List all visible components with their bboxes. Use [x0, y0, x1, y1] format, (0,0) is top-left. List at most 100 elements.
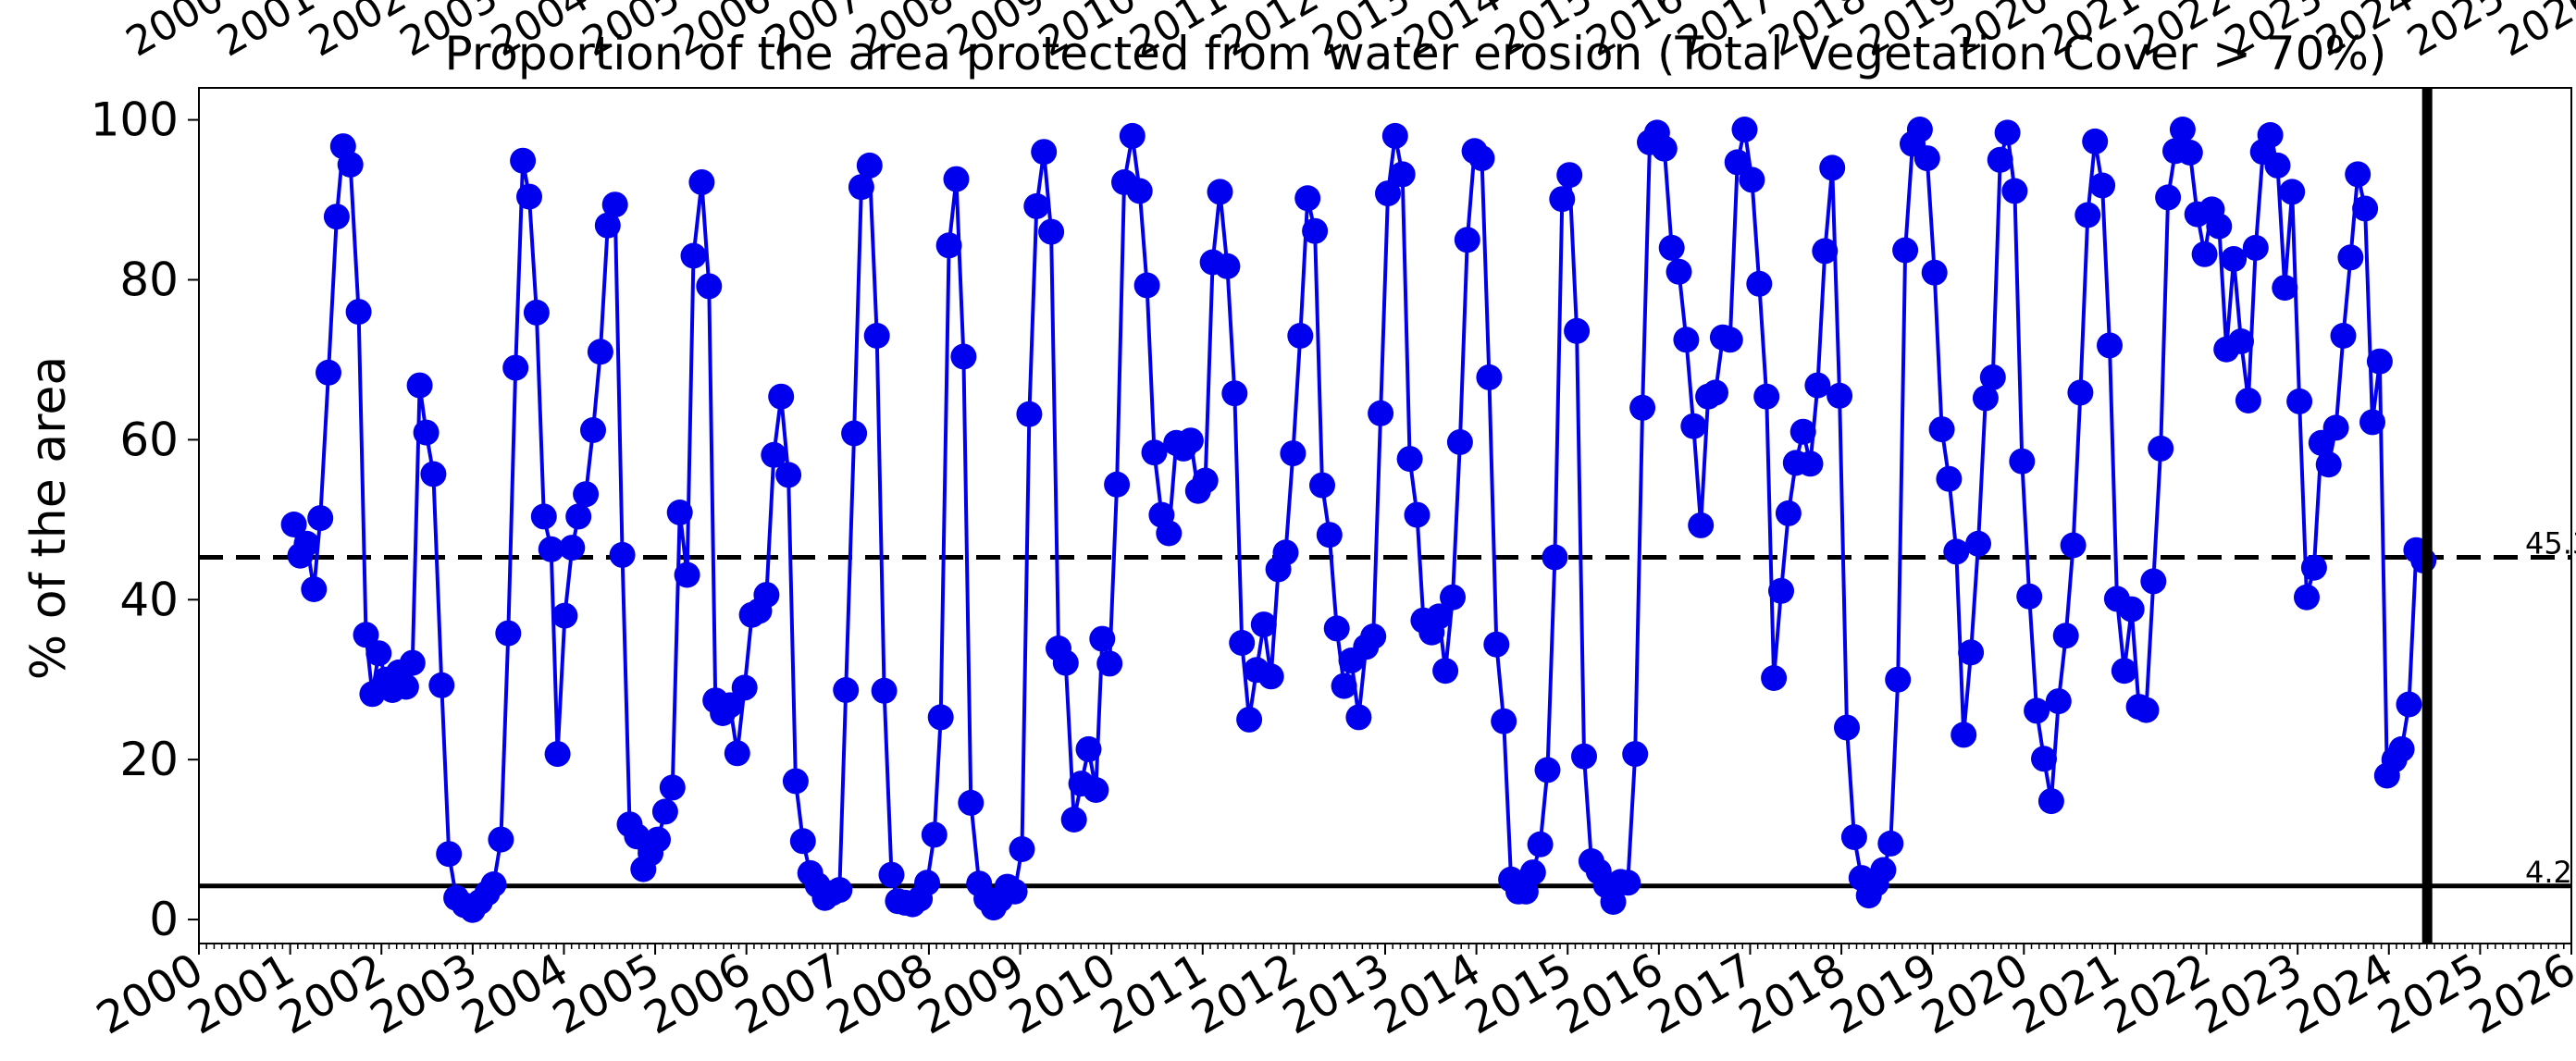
data-point [2097, 332, 2123, 359]
data-point [551, 602, 578, 629]
data-point [1302, 217, 1329, 244]
data-point [1440, 584, 1466, 611]
data-point [1819, 154, 1846, 181]
data-point [2257, 122, 2284, 148]
data-point [1885, 666, 1912, 693]
data-point [724, 740, 750, 767]
data-point [1564, 317, 1591, 344]
data-point [1060, 807, 1087, 833]
data-point [1031, 139, 1058, 166]
data-point [601, 191, 628, 218]
data-point [1331, 672, 1357, 699]
data-point [1716, 327, 1743, 353]
data-point [2228, 328, 2254, 354]
data-point [1651, 135, 1678, 162]
data-point [2045, 688, 2072, 715]
data-point [1994, 119, 2021, 146]
data-point [753, 582, 780, 609]
data-point [2345, 161, 2372, 188]
data-point [1214, 253, 1241, 279]
data-point [1629, 394, 1656, 421]
data-point [413, 419, 440, 446]
data-point [280, 512, 307, 537]
y-tick-label: 100 [91, 93, 179, 147]
data-point [2235, 388, 2261, 413]
data-point [1571, 743, 1597, 770]
data-point [2242, 234, 2269, 261]
data-point [731, 674, 758, 701]
data-point [1542, 544, 1568, 571]
series-line [291, 128, 2425, 912]
data-point [1294, 185, 1321, 212]
data-point [1673, 327, 1700, 353]
y-tick-label: 20 [119, 733, 179, 786]
data-point [1156, 520, 1183, 547]
data-point [2060, 532, 2087, 559]
data-point [1658, 234, 1685, 261]
data-point [674, 561, 700, 588]
data-point [1119, 122, 1146, 149]
reference-line-label: 45.3 [2525, 525, 2576, 561]
data-point [1016, 401, 1043, 427]
data-point [2001, 178, 2028, 204]
data-point [863, 323, 890, 349]
data-point [768, 383, 795, 410]
data-point [406, 372, 433, 399]
data-point [301, 576, 328, 602]
data-point [1133, 272, 1160, 299]
data-point [1075, 735, 1102, 762]
data-point [1345, 704, 1372, 731]
data-point [580, 417, 606, 443]
data-point [1280, 440, 1307, 467]
data-point [2191, 241, 2218, 267]
data-point [2067, 379, 2094, 406]
data-point [1009, 836, 1035, 862]
data-point [1943, 538, 1970, 565]
data-point [316, 359, 341, 386]
plot-area: 2000200120022003200420052006200720082009… [88, 88, 2576, 1044]
y-tick-label: 40 [119, 573, 179, 626]
data-point [293, 530, 320, 557]
data-point [2148, 435, 2174, 462]
data-point [645, 826, 671, 853]
y-tick-label: 0 [149, 893, 179, 946]
data-point [1360, 623, 1387, 649]
data-point [1207, 179, 1233, 205]
data-point [651, 798, 678, 825]
data-point [1001, 878, 1028, 905]
data-point [680, 242, 707, 269]
data-point [856, 152, 883, 179]
data-point [1287, 323, 1314, 349]
data-point [2176, 140, 2203, 166]
data-point [1753, 383, 1780, 410]
data-point [1396, 446, 1423, 473]
data-point [1454, 227, 1480, 253]
chart-title: Proportion of the area protected from wa… [445, 27, 2387, 80]
data-point [1096, 650, 1123, 677]
data-point [2330, 323, 2357, 349]
data-point [1739, 167, 1765, 193]
data-point [1483, 631, 1510, 658]
data-point [1177, 427, 1204, 454]
data-point [1104, 471, 1131, 498]
data-point [2024, 697, 2050, 724]
data-point [688, 169, 715, 195]
data-point [1549, 186, 1576, 213]
data-point [480, 871, 507, 897]
data-point [1141, 439, 1168, 466]
data-point [1023, 192, 1050, 219]
data-point [1768, 577, 1794, 604]
data-point [2286, 388, 2313, 414]
plot-frame [198, 87, 2572, 944]
data-point [2074, 202, 2101, 228]
data-point [1083, 777, 1109, 803]
data-point [1323, 615, 1350, 642]
data-point [935, 232, 962, 259]
data-point [530, 503, 557, 530]
data-point [1877, 830, 1904, 857]
data-point [1965, 530, 1991, 557]
data-point [1928, 416, 1955, 443]
data-point [659, 774, 686, 801]
data-point [1389, 161, 1416, 188]
data-point [1221, 380, 1248, 407]
